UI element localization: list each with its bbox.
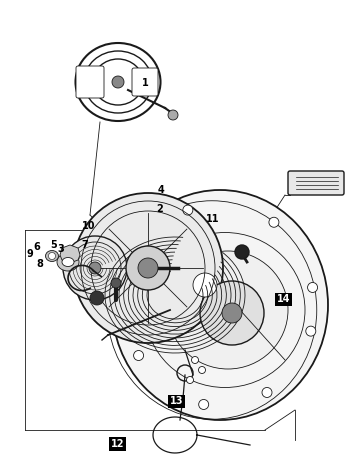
Text: 3: 3 (57, 244, 64, 255)
Circle shape (191, 357, 199, 363)
Circle shape (138, 258, 158, 278)
Ellipse shape (57, 253, 79, 271)
Circle shape (48, 253, 55, 259)
Circle shape (235, 245, 249, 259)
Circle shape (308, 283, 318, 293)
Circle shape (168, 110, 178, 120)
Circle shape (90, 291, 104, 305)
FancyBboxPatch shape (288, 171, 344, 195)
Text: 5: 5 (50, 239, 57, 250)
Text: 2: 2 (156, 204, 163, 214)
Ellipse shape (93, 59, 143, 105)
Ellipse shape (168, 251, 288, 369)
Text: 10: 10 (81, 220, 95, 231)
Polygon shape (60, 245, 80, 263)
Text: 9: 9 (26, 249, 33, 259)
Circle shape (262, 388, 272, 398)
Text: 7: 7 (81, 239, 88, 250)
Text: 1: 1 (142, 78, 149, 88)
Text: 11: 11 (206, 213, 220, 224)
FancyBboxPatch shape (76, 66, 104, 98)
Ellipse shape (62, 257, 74, 266)
Circle shape (186, 377, 193, 383)
Circle shape (269, 217, 279, 227)
Circle shape (127, 266, 137, 276)
Ellipse shape (46, 250, 58, 262)
Circle shape (306, 326, 316, 336)
Text: 4: 4 (157, 185, 164, 195)
Text: 14: 14 (277, 294, 291, 304)
Text: 8: 8 (36, 258, 43, 269)
Circle shape (183, 205, 193, 215)
Circle shape (193, 273, 217, 297)
Circle shape (199, 367, 206, 373)
Ellipse shape (75, 43, 161, 121)
Circle shape (63, 236, 127, 300)
Text: 6: 6 (33, 242, 40, 252)
Circle shape (126, 246, 170, 290)
Circle shape (134, 351, 144, 361)
Text: 12: 12 (111, 439, 125, 449)
FancyBboxPatch shape (132, 68, 158, 96)
Circle shape (111, 278, 121, 288)
Circle shape (199, 399, 209, 409)
Circle shape (200, 281, 264, 345)
Circle shape (222, 303, 242, 323)
Circle shape (73, 193, 223, 343)
Text: 13: 13 (170, 396, 183, 407)
Circle shape (112, 76, 124, 88)
Ellipse shape (112, 190, 328, 420)
Circle shape (89, 262, 101, 274)
